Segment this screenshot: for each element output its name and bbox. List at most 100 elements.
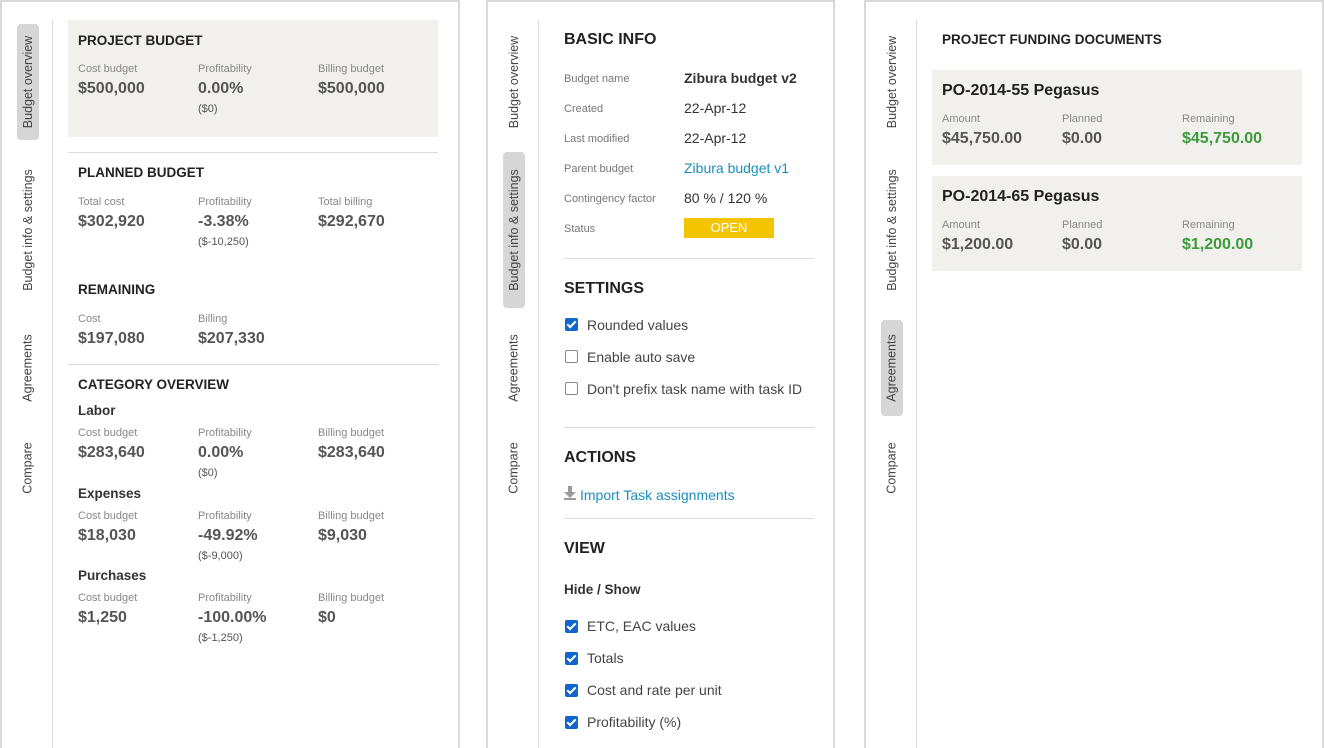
settings-title: SETTINGS: [564, 280, 645, 297]
enable-auto-save-label[interactable]: Enable auto save: [587, 349, 696, 365]
tab-label: Compare: [21, 442, 36, 494]
tab-divider: [538, 20, 539, 748]
last-modified-value: 22-Apr-12: [684, 130, 747, 146]
status-label: Status: [564, 223, 596, 235]
tab-budget-overview[interactable]: Budget overview: [503, 24, 525, 140]
profitability-label[interactable]: Profitability (%): [587, 714, 682, 730]
profitability-label: Profitability: [198, 510, 252, 522]
project-budget-card: PROJECT BUDGET Cost budget $500,000 Prof…: [68, 20, 438, 137]
amount-label: Amount: [942, 219, 980, 231]
divider: [564, 427, 814, 428]
tab-budget-info-settings[interactable]: Budget info & settings: [17, 152, 39, 308]
tab-label: Compare: [507, 442, 522, 494]
cost-label: Cost budget: [78, 592, 138, 604]
parent-budget-link[interactable]: Zibura budget v1: [684, 160, 790, 176]
planned-value: $0.00: [1062, 130, 1103, 147]
etc-eac-checkbox[interactable]: [565, 620, 578, 633]
cost-value: $18,030: [78, 527, 136, 544]
planned-label: Planned: [1062, 219, 1103, 231]
tab-label: Budget overview: [21, 35, 36, 129]
actions-title: ACTIONS: [564, 449, 636, 466]
funding-document-card[interactable]: PO-2014-55 Pegasus Amount $45,750.00 Pla…: [932, 70, 1302, 165]
profitability-value: -49.92%: [198, 527, 258, 544]
budget-overview-panel: Budget overview Budget info & settings A…: [0, 0, 460, 748]
funding-document-card[interactable]: PO-2014-65 Pegasus Amount $1,200.00 Plan…: [932, 176, 1302, 271]
contingency-factor-label: Contingency factor: [564, 193, 656, 205]
enable-auto-save-checkbox[interactable]: [565, 350, 578, 363]
rounded-values-checkbox[interactable]: [565, 318, 578, 331]
total-cost-label: Total cost: [78, 196, 125, 208]
divider: [564, 518, 814, 519]
category-name: Purchases: [78, 568, 147, 583]
cost-label: Cost budget: [78, 510, 138, 522]
cost-rate-checkbox[interactable]: [565, 684, 578, 697]
tab-compare[interactable]: Compare: [503, 428, 525, 508]
import-task-assignments-link[interactable]: Import Task assignments: [580, 487, 735, 503]
tab-label: Agreements: [885, 334, 899, 402]
profitability-value: 0.00%: [198, 444, 244, 461]
totals-label[interactable]: Totals: [587, 650, 624, 666]
agreements-panel: Budget overview Budget info & settings A…: [864, 0, 1324, 748]
profitability-amount: ($-10,250): [198, 236, 249, 248]
profitability-amount: ($0): [198, 103, 218, 115]
remaining-billing-label: Billing: [198, 313, 228, 325]
billing-label: Billing budget: [318, 427, 385, 439]
totals-checkbox[interactable]: [565, 652, 578, 665]
tab-label: Budget info & settings: [21, 169, 36, 291]
cost-value: $1,250: [78, 609, 127, 626]
remaining-title: REMAINING: [78, 282, 156, 297]
tab-label: Agreements: [507, 334, 521, 402]
tab-agreements[interactable]: Agreements: [881, 320, 903, 416]
divider: [564, 258, 814, 259]
profitability-value: -100.00%: [198, 609, 267, 626]
tab-label: Agreements: [21, 334, 35, 402]
profitability-amount: ($0): [198, 467, 218, 479]
profitability-label: Profitability: [198, 196, 252, 208]
tab-compare[interactable]: Compare: [17, 428, 39, 508]
cost-rate-label[interactable]: Cost and rate per unit: [587, 682, 722, 698]
tab-divider: [916, 20, 917, 748]
tab-budget-overview[interactable]: Budget overview: [881, 24, 903, 140]
tab-label: Budget overview: [507, 35, 522, 129]
tab-agreements[interactable]: Agreements: [17, 320, 39, 416]
etc-eac-label[interactable]: ETC, EAC values: [587, 618, 696, 634]
planned-budget-title: PLANNED BUDGET: [78, 165, 205, 180]
profitability-label: Profitability: [198, 427, 252, 439]
category-overview-title: CATEGORY OVERVIEW: [78, 377, 230, 392]
download-icon[interactable]: [564, 486, 576, 500]
basic-info-title: BASIC INFO: [564, 31, 657, 48]
tab-agreements[interactable]: Agreements: [503, 320, 525, 416]
budget-name-label: Budget name: [564, 73, 630, 85]
tab-budget-info-settings[interactable]: Budget info & settings: [503, 152, 525, 308]
billing-label: Billing budget: [318, 63, 385, 75]
budget-name-value: Zibura budget v2: [684, 70, 797, 86]
cost-value: $283,640: [78, 444, 145, 461]
parent-budget-label: Parent budget: [564, 163, 634, 175]
prefix-task-name-checkbox[interactable]: [565, 382, 578, 395]
total-billing-value: $292,670: [318, 213, 385, 230]
tab-budget-info-settings[interactable]: Budget info & settings: [881, 152, 903, 308]
remaining-value: $1,200.00: [1182, 236, 1254, 253]
total-cost-value: $302,920: [78, 213, 145, 230]
billing-value: $9,030: [318, 527, 367, 544]
remaining-label: Remaining: [1182, 219, 1235, 231]
profitability-checkbox[interactable]: [565, 716, 578, 729]
planned-label: Planned: [1062, 113, 1103, 125]
document-name: PO-2014-65 Pegasus: [942, 188, 1100, 205]
profitability-value: -3.38%: [198, 213, 249, 230]
amount-value: $45,750.00: [942, 130, 1023, 147]
rounded-values-label[interactable]: Rounded values: [587, 317, 689, 333]
tab-compare[interactable]: Compare: [881, 428, 903, 508]
remaining-cost-value: $197,080: [78, 330, 145, 347]
billing-value: $500,000: [318, 80, 385, 97]
prefix-task-name-label[interactable]: Don't prefix task name with task ID: [587, 381, 803, 397]
cost-label: Cost budget: [78, 427, 138, 439]
profitability-value: 0.00%: [198, 80, 244, 97]
tab-budget-overview[interactable]: Budget overview: [17, 24, 39, 140]
created-value: 22-Apr-12: [684, 100, 747, 116]
tab-label: Compare: [885, 442, 900, 494]
billing-label: Billing budget: [318, 510, 385, 522]
document-name: PO-2014-55 Pegasus: [942, 82, 1100, 99]
remaining-label: Remaining: [1182, 113, 1235, 125]
hide-show-subtitle: Hide / Show: [564, 582, 641, 597]
